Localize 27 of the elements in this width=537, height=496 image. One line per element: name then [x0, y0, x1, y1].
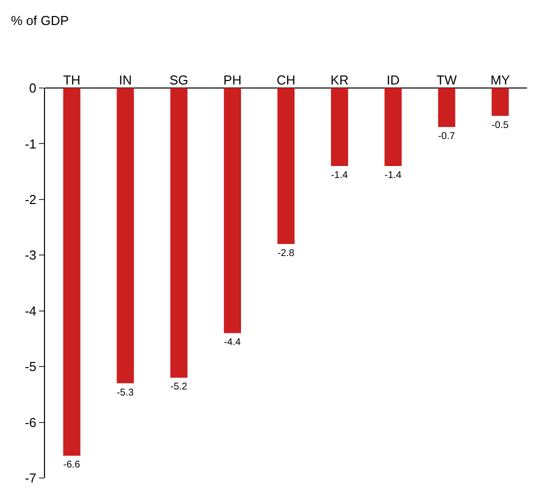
x-tick-label: SG — [169, 72, 188, 88]
y-tick-label: -3 — [24, 248, 36, 263]
data-label: -0.7 — [438, 130, 455, 142]
y-axis-title: % of GDP — [11, 13, 69, 28]
data-label: -4.4 — [224, 337, 242, 348]
y-tick-label: -7 — [24, 470, 36, 486]
data-label: -1.4 — [384, 170, 402, 181]
y-tick-label: -1 — [24, 136, 36, 152]
data-label: -0.5 — [492, 120, 510, 131]
x-tick-label: ID — [386, 72, 400, 88]
y-tick-label: 0 — [29, 80, 36, 96]
x-tick-label: TW — [436, 72, 458, 88]
x-tick-label: IN — [118, 72, 132, 88]
y-tick-label: -5 — [24, 359, 36, 374]
data-label: -5.3 — [116, 387, 134, 398]
x-tick-label: PH — [223, 72, 242, 88]
y-tick-label: -2 — [24, 192, 36, 207]
data-label: -1.4 — [331, 170, 348, 181]
y-tick-label: -6 — [24, 414, 36, 430]
y-tick-label: -4 — [24, 303, 36, 318]
data-label: -6.6 — [63, 460, 81, 471]
x-tick-label: TH — [63, 72, 80, 88]
data-label: -5.2 — [170, 382, 188, 393]
x-tick-label: MY — [490, 72, 510, 88]
x-tick-label: KR — [330, 72, 349, 88]
x-tick-label: CH — [276, 72, 296, 88]
data-label: -2.8 — [277, 248, 295, 259]
